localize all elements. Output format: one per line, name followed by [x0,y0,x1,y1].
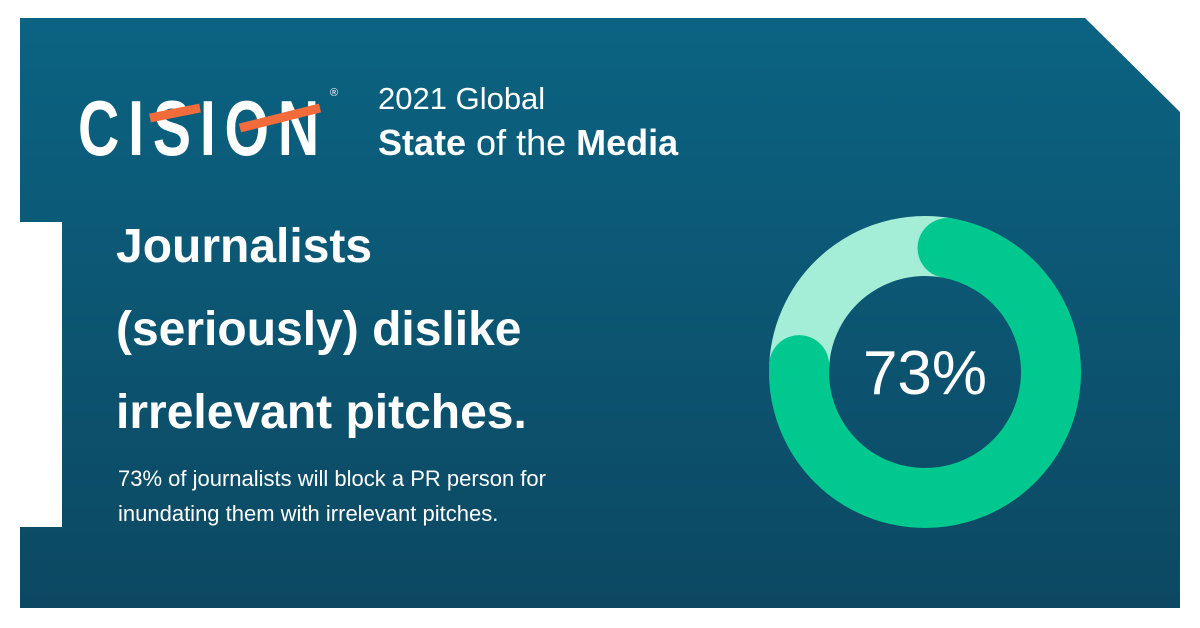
donut-chart: 73% [769,216,1081,528]
headline-line: irrelevant pitches. [116,386,527,439]
background-panel [20,18,1180,608]
title-part: of the [476,122,566,163]
trademark: ® [330,87,338,99]
logo: CISION ® [78,84,338,172]
title-part: Media [576,122,679,163]
body-line: 73% of journalists will block a PR perso… [118,466,546,491]
donut-segment [769,218,1081,528]
title-part: State [378,122,466,163]
headline-line: (seriously) dislike [116,303,522,356]
body-line: inundating them with irrelevant pitches. [118,501,498,526]
kicker: 2021 Global [378,81,545,116]
center-label: 73% [863,339,987,408]
logo-accent [238,103,322,133]
body-text: 73% of journalists will block a PR perso… [118,466,546,526]
logo-text: CISION [78,84,328,172]
headline-line: Journalists [116,220,372,273]
logo-accent [149,103,201,123]
report-title: State of the Media [378,122,679,163]
headline: Journalists (seriously) dislike irrelevant… [116,220,527,439]
